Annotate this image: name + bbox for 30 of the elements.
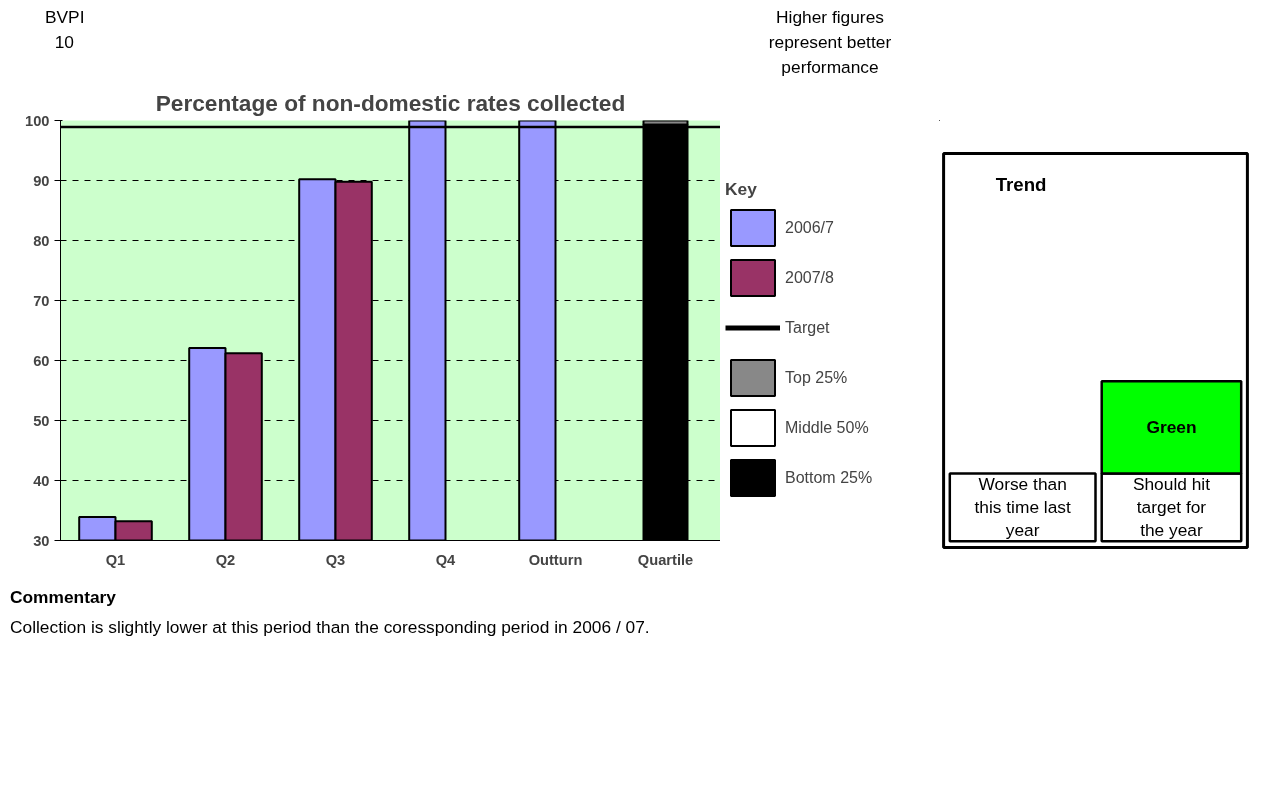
y-tick-label: 50: [33, 412, 50, 429]
x-tick-label: Quartile: [637, 551, 694, 568]
legend-label: 2007/8: [785, 268, 835, 287]
y-tick-label: 80: [33, 232, 50, 249]
x-tick-label: Q4: [435, 551, 457, 568]
text: Trend: [995, 173, 1047, 195]
x-tick-label: Q1: [105, 551, 126, 568]
y-tick-label: 30: [33, 532, 50, 549]
x-tick-label: Q3: [325, 551, 346, 568]
legend-label: Bottom 25%: [785, 468, 874, 487]
legend-label: Top 25%: [785, 368, 849, 387]
text: Commentary: [10, 587, 116, 607]
x-tick-label: Outturn: [528, 551, 583, 568]
legend-label: Middle 50%: [785, 418, 870, 437]
text: BVPI 10: [45, 6, 85, 54]
y-tick-label: 70: [33, 292, 50, 309]
legend-label: 2006/7: [785, 218, 835, 237]
x-tick-label: Q2: [215, 551, 236, 568]
y-tick-label: 90: [33, 172, 50, 189]
text: Higher figures represent better performance: [767, 6, 893, 79]
text: Should hit target for the year: [1132, 474, 1211, 541]
y-tick-label: 100: [25, 112, 50, 129]
text: Green: [1146, 417, 1197, 438]
text: Collection is slightly lower at this period than the coressponding period in 2006 / 07.: [10, 616, 650, 639]
text: Worse than this time last year: [974, 474, 1071, 541]
y-tick-label: 40: [33, 472, 50, 489]
legend-title: Key: [725, 179, 758, 200]
legend-label: Target: [785, 318, 831, 337]
chart-title: Percentage of non-domestic rates collected: [155, 89, 626, 116]
y-tick-label: 60: [33, 352, 50, 369]
